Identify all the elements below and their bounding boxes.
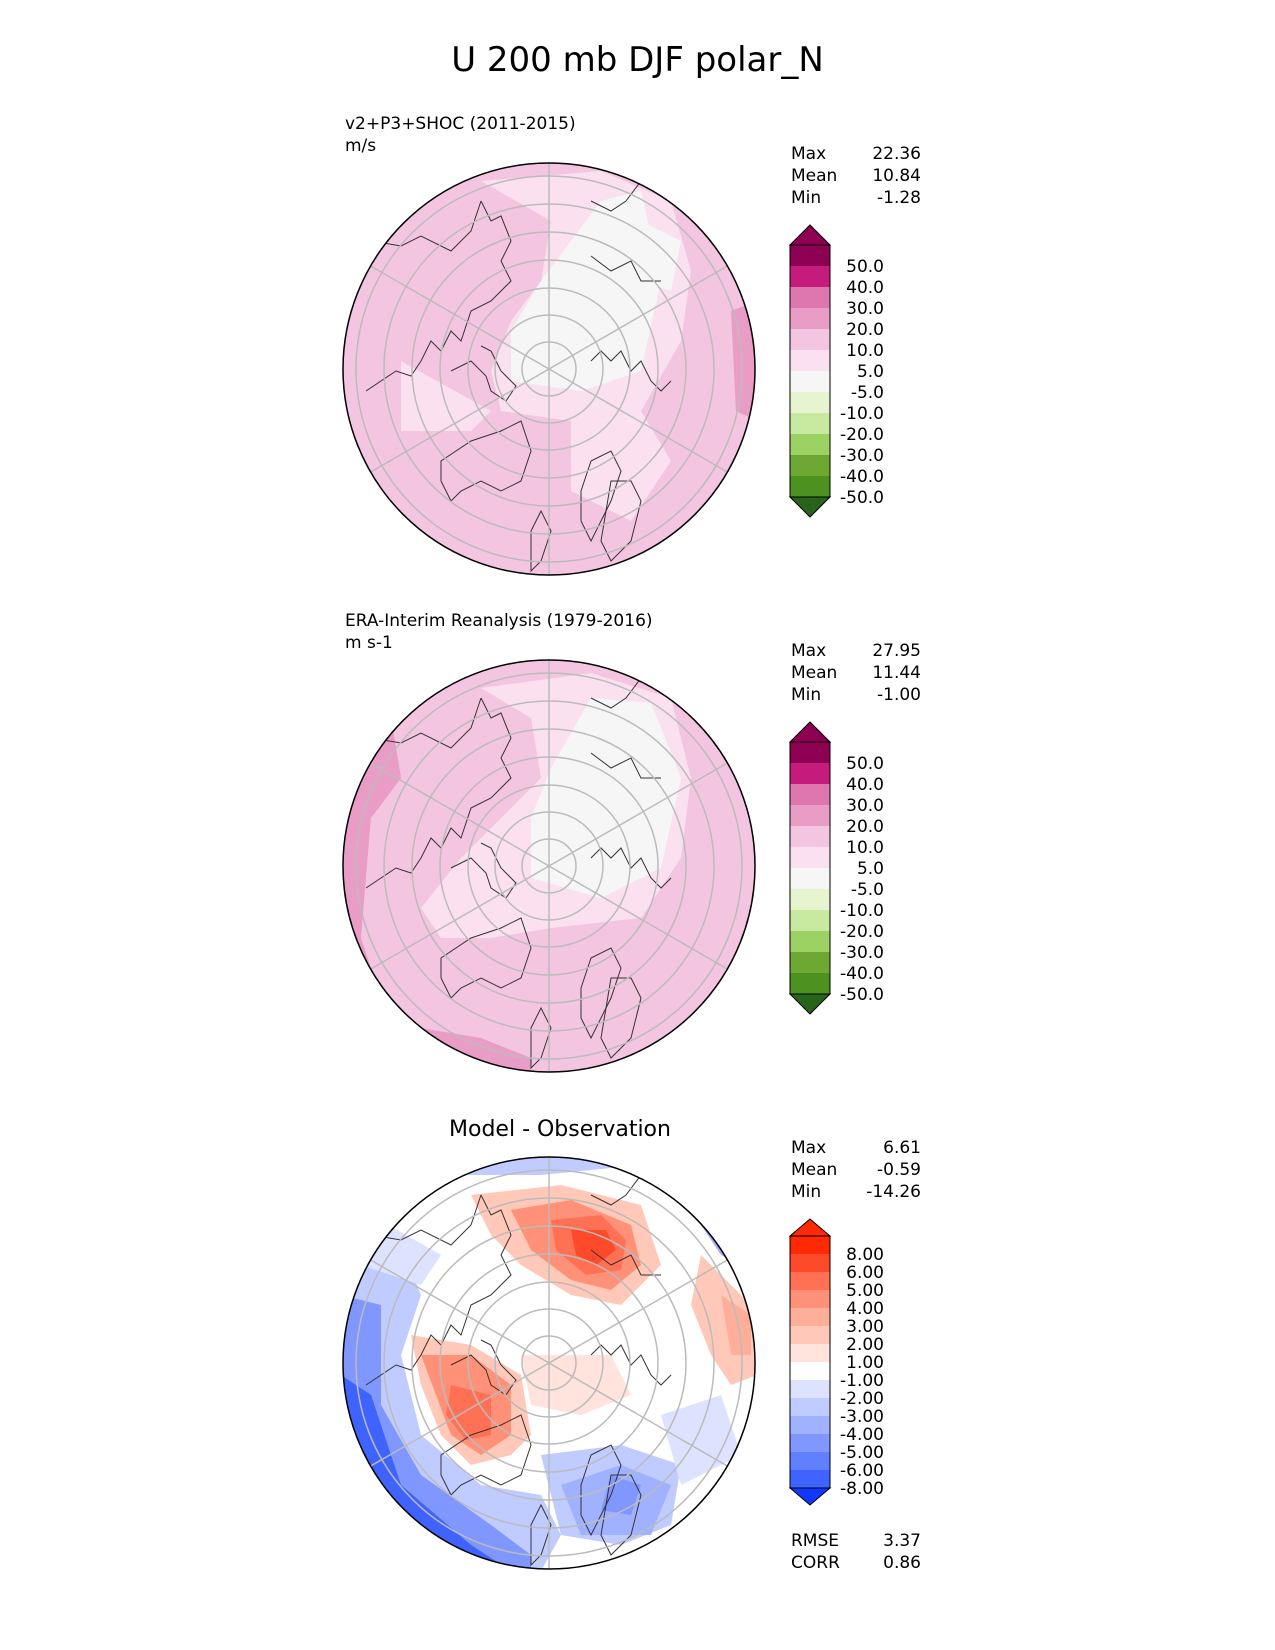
panel-1-title-block: v2+P3+SHOC (2011-2015) m/s	[345, 113, 576, 157]
stat-mean: Mean 10.84	[791, 166, 921, 186]
cb-label: 10.0	[846, 341, 884, 361]
panel-3-stats: Max 6.61 Mean -0.59 Min -14.26	[791, 1137, 921, 1203]
panel-3-colorbar: 8.00 6.00 5.00 4.00 3.00 2.00 1.00 -1.00…	[789, 1218, 884, 1506]
panel-2-title: ERA-Interim Reanalysis (1979-2016)	[345, 611, 653, 631]
cb-label: -2.00	[840, 1389, 884, 1409]
stat-mean: Mean 11.44	[791, 663, 921, 683]
panel-3-polar-map	[342, 1156, 756, 1570]
stat-max: Max 22.36	[791, 144, 921, 164]
cb-label: 10.0	[846, 838, 884, 858]
cb-label: -40.0	[840, 467, 884, 487]
cb-label: -4.00	[840, 1425, 884, 1445]
cb-label: -30.0	[840, 943, 884, 963]
cb-label: 5.00	[846, 1281, 884, 1301]
cb-label: -3.00	[840, 1407, 884, 1427]
cb-label: -10.0	[840, 404, 884, 424]
cb-label: -5.00	[840, 1443, 884, 1463]
cb-label: -6.00	[840, 1461, 884, 1481]
cb-label: 40.0	[846, 775, 884, 795]
panel-2-colorbar: 50.0 40.0 30.0 20.0 10.0 5.0 -5.0 -10.0 …	[789, 721, 884, 1015]
stat-min: Min -1.00	[791, 685, 921, 705]
cb-label: 5.0	[857, 859, 884, 879]
cb-label: -50.0	[840, 488, 884, 508]
cb-label: -5.0	[851, 383, 884, 403]
cb-label: 4.00	[846, 1299, 884, 1319]
cb-label: 5.0	[857, 362, 884, 382]
stat-corr: CORR 0.86	[791, 1553, 921, 1573]
figure-title: U 200 mb DJF polar_N	[451, 40, 824, 80]
stat-rmse: RMSE 3.37	[791, 1531, 921, 1551]
panel-3-extra-stats: RMSE 3.37 CORR 0.86	[791, 1530, 921, 1574]
cb-label: 20.0	[846, 817, 884, 837]
cb-label: -40.0	[840, 964, 884, 984]
stat-max: Max 27.95	[791, 641, 921, 661]
cb-label: 3.00	[846, 1317, 884, 1337]
panel-1-title: v2+P3+SHOC (2011-2015)	[345, 114, 576, 134]
panel-1-polar-map	[342, 162, 756, 576]
cb-label: 50.0	[846, 257, 884, 277]
cb-label: 40.0	[846, 278, 884, 298]
cb-label: -20.0	[840, 425, 884, 445]
panel-1-stats: Max 22.36 Mean 10.84 Min -1.28	[791, 143, 921, 209]
panel-1-units: m/s	[345, 136, 377, 156]
cb-label: 30.0	[846, 796, 884, 816]
cb-label: -8.00	[840, 1479, 884, 1499]
panel-3-title: Model - Observation	[449, 1117, 671, 1142]
cb-label: -20.0	[840, 922, 884, 942]
panel-1-colorbar: 50.0 40.0 30.0 20.0 10.0 5.0 -5.0 -10.0 …	[789, 224, 884, 518]
cb-label: 8.00	[846, 1245, 884, 1265]
cb-label: -10.0	[840, 901, 884, 921]
cb-label: -50.0	[840, 985, 884, 1005]
cb-label: 2.00	[846, 1335, 884, 1355]
cb-label: 6.00	[846, 1263, 884, 1283]
stat-min: Min -14.26	[791, 1182, 921, 1202]
panel-2-polar-map	[342, 659, 756, 1073]
stat-min: Min -1.28	[791, 188, 921, 208]
cb-label: 30.0	[846, 299, 884, 319]
cb-label: -30.0	[840, 446, 884, 466]
cb-label: -5.0	[851, 880, 884, 900]
panel-2-title-block: ERA-Interim Reanalysis (1979-2016) m s-1	[345, 610, 653, 654]
stat-mean: Mean -0.59	[791, 1160, 921, 1180]
panel-2-stats: Max 27.95 Mean 11.44 Min -1.00	[791, 640, 921, 706]
panel-2-units: m s-1	[345, 633, 393, 653]
stat-max: Max 6.61	[791, 1138, 921, 1158]
cb-label: -1.00	[840, 1371, 884, 1391]
cb-label: 50.0	[846, 754, 884, 774]
cb-label: 1.00	[846, 1353, 884, 1373]
cb-label: 20.0	[846, 320, 884, 340]
